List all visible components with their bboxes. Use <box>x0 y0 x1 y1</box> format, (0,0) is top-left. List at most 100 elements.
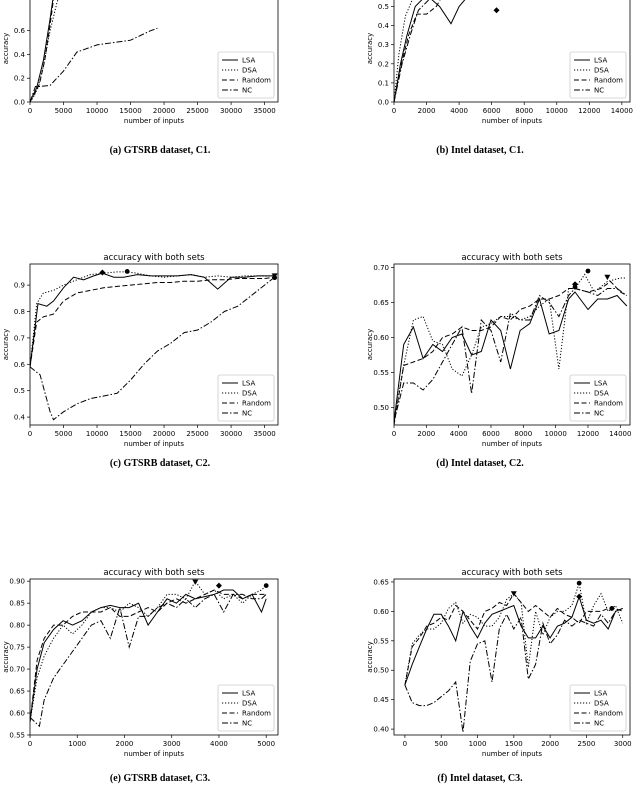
chart-b-ytick-label: 0.2 <box>378 60 389 68</box>
chart-f-xtick-label: 2500 <box>578 740 596 748</box>
chart-d-xtick-label: 8000 <box>514 430 532 438</box>
chart-d-marker-circle <box>585 268 591 274</box>
chart-b-frame <box>393 0 631 103</box>
chart-d-xtick-label: 10000 <box>545 430 567 438</box>
chart-a-xtick-label: 15000 <box>119 107 141 115</box>
chart-f-ytick-label: 0.45 <box>373 696 389 704</box>
caption-d: (d) Intel dataset, C2. <box>436 458 524 469</box>
chart-c-series-dsa <box>30 271 275 367</box>
chart-e-ytick-label: 0.75 <box>9 644 25 652</box>
chart-f-xtick-label: 2000 <box>541 740 559 748</box>
chart-c-series-nc <box>30 276 275 421</box>
chart-e-ylabel: accuracy <box>2 641 10 673</box>
chart-f: accuracy with both sets 0 500 1000 1500 2000 2… <box>366 568 632 758</box>
chart-f-frame <box>393 578 631 736</box>
caption-f: (f) Intel dataset, C3. <box>437 773 523 784</box>
chart-d-legend-label: NC <box>594 410 604 418</box>
chart-b-ytick-label: 0.3 <box>378 41 389 49</box>
chart-e-ytick-label: 0.55 <box>9 732 25 740</box>
chart-d-xlabel: number of inputs <box>482 440 543 448</box>
chart-e-xtick-label: 4000 <box>210 740 228 748</box>
chart-f-legend-label: Random <box>594 710 623 718</box>
chart-f-ytick-label: 0.60 <box>373 608 389 616</box>
chart-f-series-dsa <box>404 582 624 686</box>
chart-d-series-nc <box>394 287 628 422</box>
chart-f-xtick-label: 0 <box>403 740 407 748</box>
chart-e-xtick-label: 2000 <box>116 740 134 748</box>
chart-e-xtick-label: 1000 <box>68 740 86 748</box>
chart-b: 0 2000 4000 6000 8000 10000 12000 14000 0.0 0.1 0.… <box>366 0 633 125</box>
chart-e-legend-label: Random <box>242 710 271 718</box>
chart-a-xlabel: number of inputs <box>124 117 185 125</box>
chart-d-legend <box>569 374 627 422</box>
chart-c-xtick-label: 25000 <box>186 430 208 438</box>
chart-f-xtick-label: 3000 <box>614 740 632 748</box>
chart-c-xtick-label: 5000 <box>55 430 73 438</box>
panel-e: accuracy with both sets 0 1000 2000 3000 4000… <box>0 563 320 758</box>
chart-c-legend-label: LSA <box>242 380 255 388</box>
chart-d-ytick-label: 0.50 <box>373 404 389 412</box>
chart-c-legend-label: NC <box>242 410 252 418</box>
chart-f-xtick-label: 500 <box>435 740 448 748</box>
chart-c-legend-label: DSA <box>242 390 257 398</box>
chart-e-legend-label: NC <box>242 720 252 728</box>
chart-f-ylabel: accuracy <box>366 641 374 673</box>
chart-e-marker-triangle <box>192 579 199 585</box>
chart-e-xlabel: number of inputs <box>124 750 185 758</box>
chart-b-series-lsa <box>394 0 466 102</box>
chart-c-ytick-label: 0.8 <box>14 308 25 316</box>
chart-b-series-nc <box>394 0 430 102</box>
chart-d-xtick-label: 6000 <box>482 430 500 438</box>
chart-a-ylabel: accuracy <box>2 33 10 65</box>
chart-b-xtick-label: 4000 <box>450 107 468 115</box>
chart-c-ytick-label: 0.5 <box>14 387 25 395</box>
chart-c-series-random <box>30 276 275 367</box>
chart-a-legend-label: DSA <box>242 67 257 75</box>
chart-c: accuracy with both sets 0 5000 10000 15000 20… <box>2 253 279 448</box>
panel-d: accuracy with both sets 0 2000 4000 6000 8000… <box>320 248 640 448</box>
chart-b-xtick-label: 14000 <box>611 107 633 115</box>
chart-a-legend-label: Random <box>242 77 271 85</box>
panel-c: accuracy with both sets 0 5000 10000 15000 20… <box>0 248 320 448</box>
chart-d-ytick-label: 0.55 <box>373 369 389 377</box>
chart-f-marker-circle <box>576 580 582 586</box>
chart-c-marker-diamond <box>99 269 106 276</box>
chart-c-ylabel: accuracy <box>2 329 10 361</box>
chart-e-legend-label: DSA <box>242 700 257 708</box>
chart-a-series-dsa <box>30 0 59 102</box>
chart-e: accuracy with both sets 0 1000 2000 3000 4000… <box>2 568 279 758</box>
chart-b-series-dsa <box>394 0 414 102</box>
chart-b-ytick-label: 0.1 <box>378 79 389 87</box>
chart-f-ytick-label: 0.50 <box>373 667 389 675</box>
chart-c-xtick-label: 20000 <box>153 430 175 438</box>
chart-e-legend <box>217 684 275 732</box>
chart-d-ytick-label: 0.65 <box>373 299 389 307</box>
chart-c-marker-circle <box>124 268 130 274</box>
chart-a-xtick-label: 5000 <box>55 107 73 115</box>
chart-d-legend-label: LSA <box>594 380 607 388</box>
panel-f: accuracy with both sets 0 500 1000 1500 2000 2… <box>320 563 640 758</box>
chart-a-frame <box>29 0 279 103</box>
chart-b-marker-diamond <box>493 7 500 14</box>
chart-f-series-random <box>404 592 623 686</box>
chart-c-title: accuracy with both sets <box>103 253 205 263</box>
chart-a-series-nc <box>30 27 158 102</box>
chart-d-frame <box>393 263 631 426</box>
chart-c-ytick-label: 0.4 <box>14 414 26 422</box>
chart-d-xtick-label: 12000 <box>577 430 599 438</box>
chart-d-series-random <box>394 280 628 425</box>
chart-c-frame <box>29 263 279 426</box>
chart-a-ytick-label: 0.2 <box>14 75 25 83</box>
chart-a-series-random <box>30 0 54 102</box>
chart-d-series-lsa <box>394 291 628 422</box>
chart-d-xtick-label: 14000 <box>609 430 631 438</box>
chart-f-legend-label: LSA <box>594 690 607 698</box>
chart-e-series-random <box>30 589 267 722</box>
chart-e-title: accuracy with both sets <box>103 568 205 578</box>
chart-d-series-dsa <box>394 273 627 422</box>
chart-e-ytick-label: 0.90 <box>9 578 25 586</box>
chart-c-series-lsa <box>30 272 275 367</box>
chart-e-xtick-label: 3000 <box>163 740 181 748</box>
chart-f-series-lsa <box>404 595 623 686</box>
chart-a-xtick-label: 25000 <box>186 107 208 115</box>
